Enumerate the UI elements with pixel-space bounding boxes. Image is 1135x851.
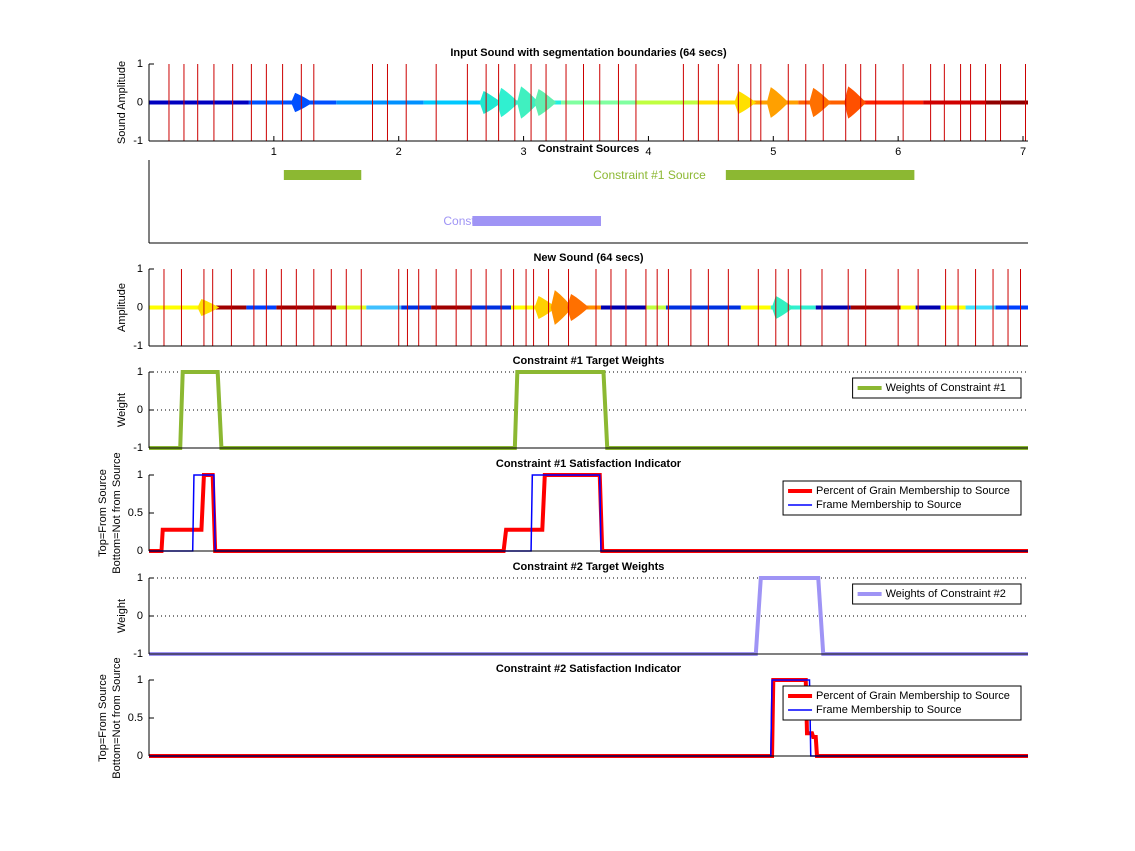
legend-label: Weights of Constraint #1 <box>886 382 1006 394</box>
source-range <box>472 216 601 226</box>
wave-segment <box>336 100 424 105</box>
y-tick-label: 0 <box>137 750 143 762</box>
x-tick-label: 3 <box>521 146 527 158</box>
wave-segment <box>366 305 402 310</box>
y-tick-label: 0.5 <box>128 507 143 519</box>
wave-burst <box>291 92 314 113</box>
wave-segment <box>211 305 247 310</box>
y-tick-label: 1 <box>137 572 143 584</box>
wave-segment <box>965 305 996 310</box>
wave-segment <box>336 305 367 310</box>
y-axis-label: Weight <box>116 599 128 633</box>
wave-burst <box>497 87 520 118</box>
legend-box <box>782 480 1022 516</box>
wave-burst <box>534 295 557 320</box>
wave-segment <box>423 100 487 105</box>
y-axis-label: Top=From Source <box>97 469 109 557</box>
wave-segment <box>698 100 743 105</box>
wave-segment <box>860 100 924 105</box>
wave-segment <box>246 305 277 310</box>
y-tick-label: 0 <box>137 610 143 622</box>
wave-burst <box>550 290 573 325</box>
wave-burst <box>734 90 757 115</box>
y-tick-label: 1 <box>137 58 143 70</box>
y-tick-label: 0 <box>137 301 143 313</box>
source-label: Constraint #1 Source <box>593 168 706 182</box>
y-tick-label: -1 <box>133 648 143 660</box>
y-axis-label: Sound Amplitude <box>116 61 128 144</box>
y-tick-label: 1 <box>137 263 143 275</box>
wave-burst <box>809 87 832 118</box>
legend-label: Frame Membership to Source <box>816 704 962 716</box>
series-line <box>149 678 1028 758</box>
legend-label: Weights of Constraint #2 <box>886 588 1006 600</box>
y-tick-label: -1 <box>133 135 143 147</box>
wave-segment <box>149 100 249 105</box>
wave-segment <box>940 305 966 310</box>
y-tick-label: -1 <box>133 442 143 454</box>
legend-box <box>852 377 1022 399</box>
wave-segment <box>985 100 1028 105</box>
source-range <box>725 170 915 180</box>
wave-segment <box>401 305 432 310</box>
x-tick-label: 6 <box>895 146 901 158</box>
wave-burst <box>771 295 794 320</box>
y-axis-label: Bottom=Not from Source <box>111 452 123 573</box>
wave-segment <box>471 305 512 310</box>
legend-label: Percent of Grain Membership to Source <box>816 485 1010 497</box>
panel-title: Constraint Sources <box>538 143 639 155</box>
wave-segment <box>923 100 986 105</box>
y-tick-label: 0 <box>137 545 143 557</box>
x-tick-label: 2 <box>396 146 402 158</box>
x-tick-label: 1 <box>271 146 277 158</box>
wave-segment <box>915 305 941 310</box>
x-tick-label: 7 <box>1020 146 1026 158</box>
legend-label: Frame Membership to Source <box>816 499 962 511</box>
y-tick-label: 0.5 <box>128 712 143 724</box>
wave-segment <box>635 100 699 105</box>
wave-segment <box>645 305 666 310</box>
y-axis-label: Top=From Source <box>97 674 109 762</box>
x-tick-label: 4 <box>645 146 651 158</box>
y-tick-label: 1 <box>137 469 143 481</box>
wave-segment <box>276 305 337 310</box>
wave-segment <box>561 100 636 105</box>
y-axis-label: Amplitude <box>116 283 128 332</box>
wave-segment <box>850 305 901 310</box>
wave-segment <box>995 305 1028 310</box>
y-axis-label: Bottom=Not from Source <box>111 657 123 778</box>
wave-segment <box>815 305 851 310</box>
x-tick-label: 5 <box>770 146 776 158</box>
wave-segment <box>600 305 646 310</box>
wave-burst <box>197 299 220 316</box>
y-tick-label: 1 <box>137 366 143 378</box>
wave-segment <box>431 305 472 310</box>
wave-burst <box>479 90 502 115</box>
legend-box <box>852 583 1022 605</box>
panel-title: Constraint #2 Satisfaction Indicator <box>496 663 682 675</box>
wave-burst <box>844 86 867 119</box>
panel-title: Constraint #1 Target Weights <box>513 355 665 367</box>
y-axis-label: Weight <box>116 393 128 427</box>
wave-segment <box>900 305 916 310</box>
wave-burst <box>517 86 540 119</box>
panel-title: Input Sound with segmentation boundaries… <box>450 47 727 59</box>
wave-burst <box>567 294 590 321</box>
wave-segment <box>740 305 771 310</box>
legend-box <box>782 685 1022 721</box>
panel-title: Constraint #1 Satisfaction Indicator <box>496 458 682 470</box>
y-tick-label: 0 <box>137 96 143 108</box>
legend-label: Percent of Grain Membership to Source <box>816 690 1010 702</box>
wave-burst <box>766 87 789 118</box>
wave-segment <box>665 305 741 310</box>
y-tick-label: 0 <box>137 404 143 416</box>
source-range <box>283 170 362 180</box>
y-tick-label: -1 <box>133 340 143 352</box>
panel-title: Constraint #2 Target Weights <box>513 561 665 573</box>
wave-segment <box>149 305 212 310</box>
y-tick-label: 1 <box>137 674 143 686</box>
panel-title: New Sound (64 secs) <box>533 252 643 264</box>
